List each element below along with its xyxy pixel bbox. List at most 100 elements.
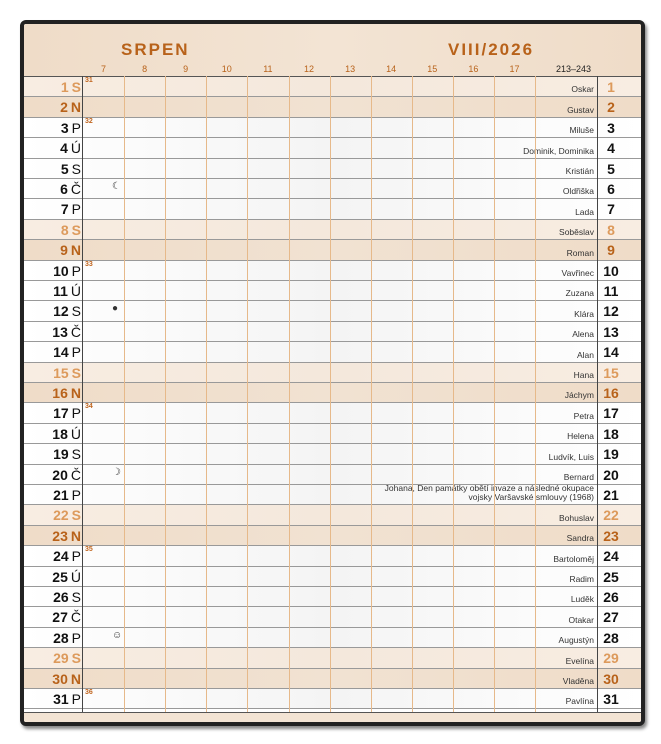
name-day: Augustýn: [558, 635, 594, 646]
last-quarter-moon-icon: ☾: [112, 181, 121, 192]
day-row[interactable]: 12 S ● Klára 12: [24, 301, 641, 322]
day-number-right: 3: [607, 119, 615, 136]
day-number-right: 24: [603, 548, 619, 565]
name-day: Soběslav: [559, 227, 594, 238]
hour-divider: [329, 76, 331, 712]
week-number: 34: [85, 403, 93, 411]
name-day: Hana: [573, 369, 594, 380]
day-row[interactable]: 26 S Luděk 26: [24, 587, 641, 608]
day-number-left: 14 P: [53, 344, 81, 361]
day-row[interactable]: 21 P Johana, Den památky obětí invaze a ná…: [24, 484, 641, 506]
day-row[interactable]: 25 Ú Radim 25: [24, 566, 641, 587]
day-row[interactable]: 5 S Kristián 5: [24, 158, 641, 179]
calendar-header: SRPEN VIII/2026 7 8 9 10 11 12 13 14 15 16 17 213–…: [24, 24, 641, 77]
day-number-right: 16: [603, 385, 619, 401]
month-title: SRPEN: [121, 40, 190, 59]
day-number-left: 12 S: [53, 303, 81, 320]
day-row[interactable]: 11 Ú Zuzana 11: [24, 281, 641, 302]
day-number-right: 18: [603, 425, 619, 442]
day-row[interactable]: 28 P ☺ Augustýn 28: [24, 627, 641, 649]
first-quarter-moon-icon: ☽: [112, 466, 121, 478]
footer-bar: [24, 712, 641, 722]
hour-label: 8: [142, 64, 148, 74]
calendar-page: SRPEN VIII/2026 7 8 9 10 11 12 13 14 15 16 17 213–…: [20, 20, 645, 726]
day-row[interactable]: 30 N Vladěna 30: [24, 668, 641, 689]
day-number-right: 11: [603, 283, 619, 299]
hour-divider: [452, 76, 454, 712]
day-row[interactable]: 8 S Soběslav 8: [24, 219, 641, 241]
hour-label: 9: [183, 64, 189, 74]
day-number-right: 2: [607, 99, 615, 116]
name-day: Alena: [572, 329, 594, 340]
name-day: Lada: [575, 206, 594, 217]
day-row[interactable]: 17 P 34 Petra 17: [24, 403, 641, 424]
name-day: Gustav: [567, 104, 594, 115]
day-number-left: 28 P: [53, 629, 81, 646]
day-row[interactable]: 20 Č ☽ Bernard 20: [24, 464, 641, 485]
day-number-right: 14: [603, 344, 619, 361]
hour-divider: [247, 76, 249, 712]
day-row[interactable]: 9 N Roman 9: [24, 240, 641, 261]
day-row[interactable]: 10 P 33 Vavřinec 10: [24, 260, 641, 281]
column-divider: [597, 76, 598, 712]
day-number-right: 1: [607, 79, 615, 95]
day-row[interactable]: 23 N Sandra 23: [24, 525, 641, 547]
name-day: Ludvík, Luis: [548, 451, 594, 462]
name-day: Petra: [573, 410, 594, 421]
day-row[interactable]: 18 Ú Helena 18: [24, 423, 641, 445]
day-number-left: 18 Ú: [52, 425, 81, 442]
day-row[interactable]: 14 P Alan 14: [24, 342, 641, 363]
day-number-right: 25: [603, 568, 619, 585]
day-row[interactable]: 13 Č Alena 13: [24, 321, 641, 343]
day-number-left: 26 S: [53, 589, 81, 605]
day-row[interactable]: 2 N Gustav 2: [24, 97, 641, 118]
day-number-right: 4: [607, 140, 615, 157]
day-row[interactable]: 29 S Evelína 29: [24, 648, 641, 669]
day-number-left: 17 P: [53, 405, 81, 422]
day-number-right: 12: [603, 303, 619, 320]
hour-divider: [370, 76, 372, 712]
name-day: Miluše: [569, 125, 594, 136]
day-row[interactable]: 1 S 31 Oskar 1: [24, 77, 641, 98]
day-row[interactable]: 3 P 32 Miluše 3: [24, 117, 641, 139]
day-number-left: 16 N: [52, 385, 81, 401]
day-row[interactable]: 15 S Hana 15: [24, 362, 641, 383]
day-number-right: 22: [603, 507, 619, 524]
day-row[interactable]: 22 S Bohuslav 22: [24, 505, 641, 526]
day-number-right: 6: [607, 181, 615, 197]
day-row[interactable]: 6 Č ☾ Oldřiška 6: [24, 179, 641, 200]
name-day: Radim: [569, 573, 594, 584]
day-number-left: 20 Č: [52, 466, 81, 483]
day-number-right: 17: [603, 405, 619, 422]
day-number-right: 15: [603, 364, 619, 381]
day-number-right: 27: [603, 609, 619, 626]
day-row[interactable]: 4 Ú Dominik, Dominika 4: [24, 138, 641, 159]
day-row[interactable]: 16 N Jáchym 16: [24, 383, 641, 404]
day-row[interactable]: 31 P 36 Pavlína 31: [24, 689, 641, 710]
name-day: Oldřiška: [562, 186, 594, 197]
day-row[interactable]: 7 P Lada 7: [24, 199, 641, 220]
name-day: Klára: [574, 308, 594, 319]
day-number-left: 15 S: [53, 364, 81, 381]
hour-divider: [206, 76, 208, 712]
hour-label: 15: [427, 64, 438, 74]
day-row[interactable]: 19 S Ludvík, Luis 19: [24, 444, 641, 465]
week-number: 31: [85, 77, 93, 84]
name-day: Zuzana: [565, 288, 594, 299]
day-number-right: 10: [603, 262, 619, 279]
name-day: Kristián: [565, 165, 594, 176]
day-number-right: 9: [607, 242, 615, 259]
day-number-right: 29: [603, 650, 619, 667]
day-row[interactable]: 27 Č Otakar 27: [24, 607, 641, 628]
day-row[interactable]: 24 P 35 Bartoloměj 24: [24, 546, 641, 567]
day-number-left: 19 S: [53, 446, 81, 463]
name-day: Oskar: [571, 84, 594, 95]
day-number-right: 5: [607, 160, 615, 177]
day-number-left: 27 Č: [52, 609, 81, 626]
hour-label: 17: [509, 64, 520, 74]
hour-label: 13: [345, 64, 356, 74]
